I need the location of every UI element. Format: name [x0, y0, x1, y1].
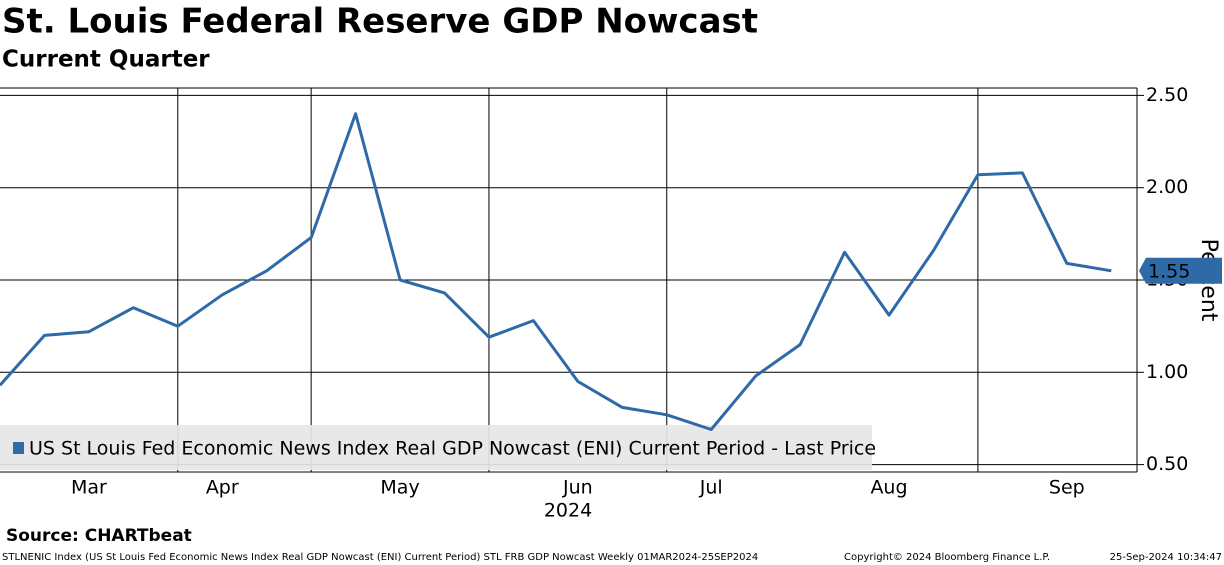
x-tick-label: Aug [870, 477, 907, 499]
last-value-box [1139, 257, 1222, 284]
chart-subtitle: Current Quarter [2, 47, 210, 73]
x-tick-label: Mar [71, 477, 107, 499]
legend-swatch [13, 442, 24, 454]
y-tick-label: 0.50 [1146, 453, 1188, 475]
legend-box [0, 425, 872, 470]
source: Source: CHARTbeat [6, 526, 192, 546]
footer-center: Copyright© 2024 Bloomberg Finance L.P. [844, 552, 1050, 563]
x-tick-label: Jul [699, 477, 723, 499]
y-tick-label: 1.00 [1146, 361, 1188, 383]
x-tick-label: Sep [1049, 477, 1085, 499]
x-tick-label: Jun [562, 477, 593, 499]
y-tick-label: 2.00 [1146, 176, 1188, 198]
y-tick-label: 2.50 [1146, 84, 1188, 106]
footer-left: STLNENIC Index (US St Louis Fed Economic… [2, 552, 758, 563]
chart-title: St. Louis Federal Reserve GDP Nowcast [2, 2, 758, 42]
x-year-label: 2024 [544, 500, 592, 522]
last-value-label: 1.55 [1148, 260, 1190, 282]
legend-label: US St Louis Fed Economic News Index Real… [29, 438, 876, 460]
footer-right: 25-Sep-2024 10:34:47 [1110, 552, 1222, 563]
x-tick-label: Apr [206, 477, 239, 499]
data-line [0, 112, 1112, 431]
x-tick-label: May [380, 477, 419, 499]
